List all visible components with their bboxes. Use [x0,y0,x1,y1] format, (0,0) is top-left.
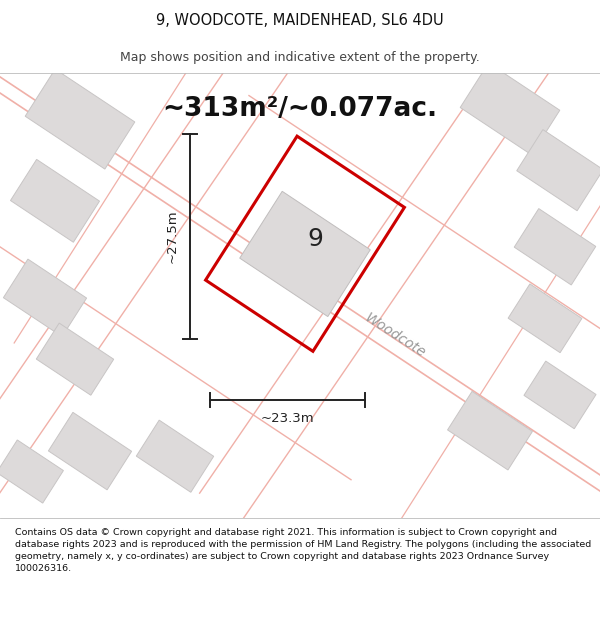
Polygon shape [136,420,214,492]
Text: 9, WOODCOTE, MAIDENHEAD, SL6 4DU: 9, WOODCOTE, MAIDENHEAD, SL6 4DU [156,13,444,28]
Polygon shape [514,209,596,285]
Polygon shape [508,284,582,352]
Text: 9: 9 [307,227,323,251]
Polygon shape [448,391,532,470]
Text: Contains OS data © Crown copyright and database right 2021. This information is : Contains OS data © Crown copyright and d… [15,528,591,572]
Polygon shape [49,412,131,490]
Polygon shape [25,69,135,169]
Text: ~23.3m: ~23.3m [260,412,314,425]
Polygon shape [240,191,370,317]
Polygon shape [517,129,600,211]
Polygon shape [10,159,100,242]
Text: Map shows position and indicative extent of the property.: Map shows position and indicative extent… [120,51,480,64]
Polygon shape [37,323,113,395]
Polygon shape [4,259,86,337]
Polygon shape [460,63,560,155]
Polygon shape [0,440,64,503]
Text: ~313m²/~0.077ac.: ~313m²/~0.077ac. [163,96,437,122]
Text: ~27.5m: ~27.5m [166,210,179,263]
Polygon shape [524,361,596,429]
Text: Woodcote: Woodcote [362,311,428,361]
